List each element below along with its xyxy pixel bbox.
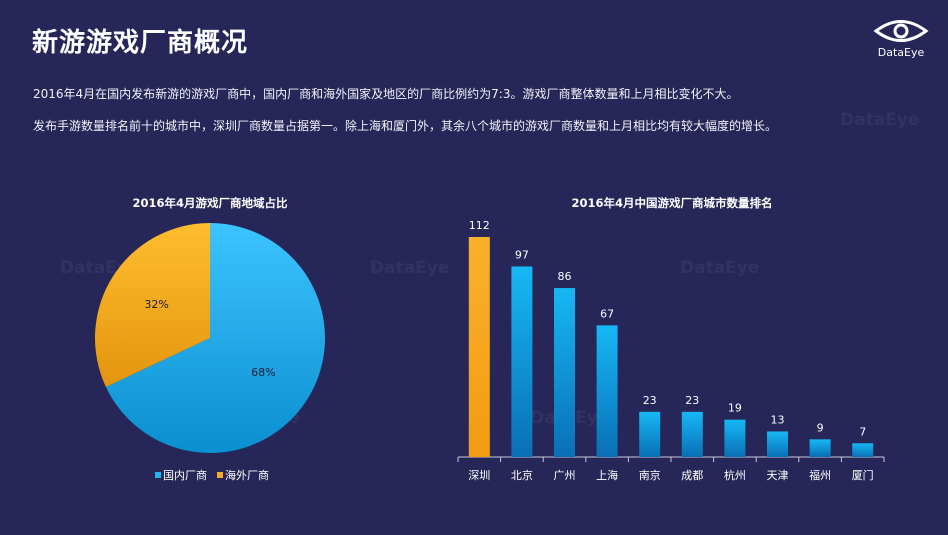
watermark: DataEye — [840, 110, 920, 130]
legend-item-overseas: 海外厂商 — [217, 467, 269, 483]
legend-item-domestic: 国内厂商 — [155, 467, 207, 483]
bar-value-label-2: 86 — [558, 270, 572, 283]
bar-chart-title: 2016年4月中国游戏厂商城市数量排名 — [571, 196, 773, 210]
legend-label-overseas: 海外厂商 — [225, 469, 269, 482]
category-label-1: 北京 — [511, 468, 533, 482]
bar-9 — [852, 443, 874, 457]
bar-value-label-3: 67 — [600, 307, 614, 320]
bar-0 — [468, 237, 490, 457]
bar-3 — [596, 325, 618, 457]
pie-slice-label-0: 68% — [251, 366, 275, 379]
bar-5 — [681, 411, 703, 457]
category-label-3: 上海 — [596, 468, 618, 482]
summary-paragraph-2: 发布手游数量排名前十的城市中，深圳厂商数量占据第一。除上海和厦门外，其余八个城市… — [33, 119, 778, 133]
bar-value-label-6: 19 — [728, 402, 742, 415]
bar-value-label-0: 112 — [469, 219, 490, 232]
pie-slice-0 — [105, 223, 325, 453]
category-label-5: 成都 — [681, 469, 703, 482]
bar-value-label-8: 9 — [817, 421, 824, 434]
bar-value-label-4: 23 — [643, 394, 657, 407]
bar-1 — [511, 266, 533, 457]
bar-value-label-7: 13 — [771, 413, 785, 426]
category-label-7: 天津 — [767, 469, 789, 482]
category-label-9: 厦门 — [852, 468, 874, 482]
legend-swatch-overseas — [217, 472, 223, 478]
pie-slice-1 — [94, 223, 210, 387]
bar-8 — [809, 439, 831, 457]
watermark: DataEye — [680, 258, 760, 278]
bar-value-label-5: 23 — [685, 394, 699, 407]
summary-paragraph-1: 2016年4月在国内发布新游的游戏厂商中，国内厂商和海外国家及地区的厂商比例约为… — [33, 87, 739, 101]
category-label-2: 广州 — [554, 469, 576, 482]
legend-swatch-domestic — [155, 472, 161, 478]
category-label-4: 南京 — [639, 468, 661, 482]
bar-7 — [767, 431, 788, 457]
pie-chart-title: 2016年4月游戏厂商地域占比 — [132, 196, 288, 210]
bar-2 — [554, 288, 575, 457]
dataeye-logo: DataEye — [868, 16, 934, 64]
bar-value-label-1: 97 — [515, 248, 529, 261]
bar-4 — [639, 411, 661, 457]
bar-6 — [724, 419, 746, 457]
pie-legend: 国内厂商 海外厂商 — [155, 467, 275, 483]
watermark: DataEye — [370, 258, 450, 278]
category-label-6: 杭州 — [724, 468, 746, 482]
logo-text: DataEye — [877, 46, 925, 59]
legend-label-domestic: 国内厂商 — [163, 469, 207, 482]
eye-icon — [873, 20, 929, 42]
pie-slice-label-1: 32% — [144, 298, 168, 311]
bar-value-label-9: 7 — [859, 425, 866, 438]
category-label-0: 深圳 — [468, 469, 490, 482]
page-title: 新游游戏厂商概况 — [32, 28, 249, 58]
category-label-8: 福州 — [809, 468, 831, 482]
